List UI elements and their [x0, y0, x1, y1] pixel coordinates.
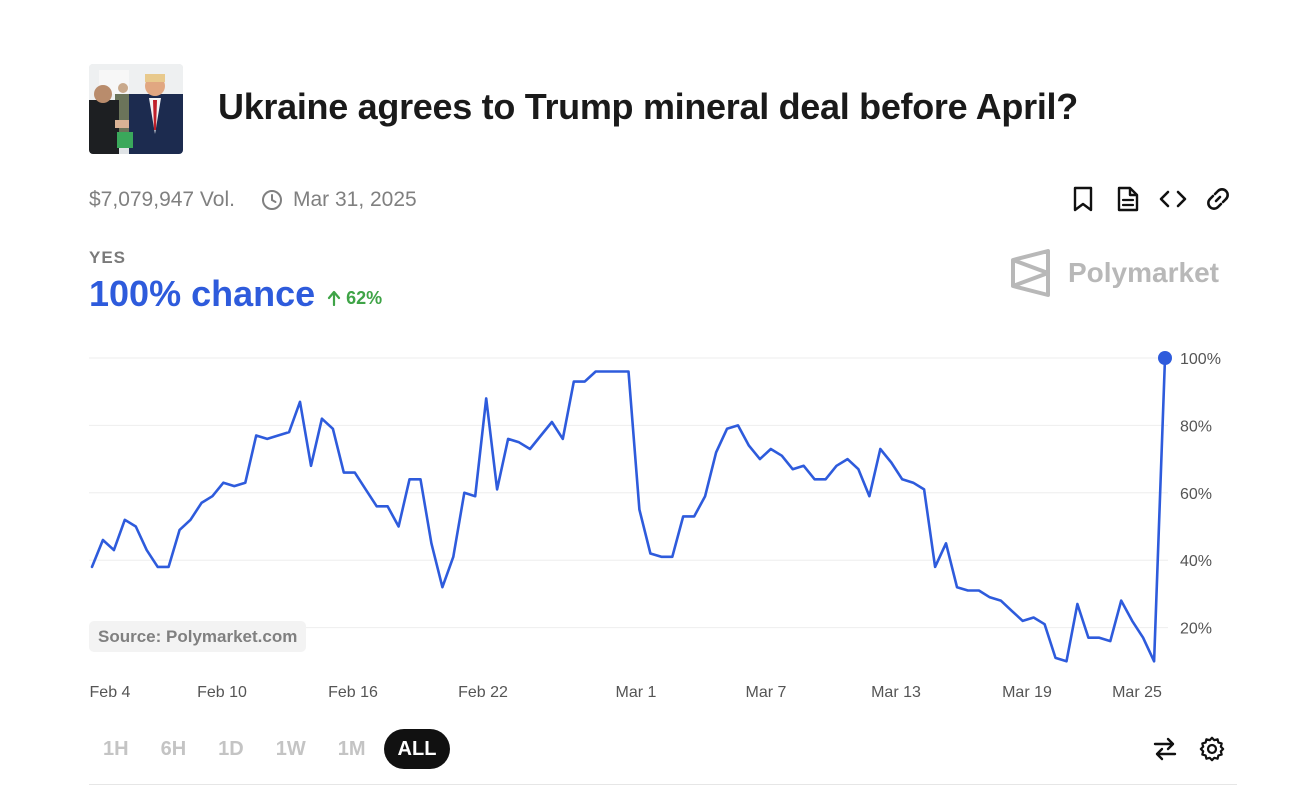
- polymarket-logo-icon: [1011, 249, 1050, 297]
- series-end-marker: [1158, 351, 1172, 365]
- market-actions: [1066, 182, 1235, 216]
- chance-delta: 62%: [327, 288, 382, 309]
- x-tick-label: Feb 22: [458, 684, 508, 701]
- bookmark-icon[interactable]: [1066, 182, 1100, 216]
- market-photo-icon: [89, 64, 183, 154]
- x-tick-label: Feb 10: [197, 684, 247, 701]
- x-tick-label: Feb 16: [328, 684, 378, 701]
- y-tick-label: 100%: [1180, 351, 1221, 368]
- swap-icon[interactable]: [1150, 734, 1180, 764]
- clock-icon: [261, 189, 283, 211]
- delta-value: 62%: [346, 287, 383, 308]
- x-tick-label: Mar 19: [1002, 684, 1052, 701]
- market-thumbnail: [89, 64, 183, 154]
- volume-text: $7,079,947 Vol.: [89, 188, 235, 211]
- source-label: Source: Polymarket.com: [89, 621, 307, 652]
- range-1m-button[interactable]: 1M: [337, 738, 366, 760]
- y-tick-label: 40%: [1180, 553, 1212, 570]
- outcome-label: YES: [89, 248, 127, 267]
- x-tick-label: Mar 7: [746, 684, 787, 701]
- bottom-divider: [89, 784, 1237, 785]
- x-tick-label: Feb 4: [90, 684, 131, 701]
- series-line-yes: [90, 356, 1167, 663]
- market-title: Ukraine agrees to Trump mineral deal bef…: [218, 86, 1078, 127]
- range-1w-button[interactable]: 1W: [275, 738, 306, 760]
- y-tick-label: 60%: [1180, 486, 1212, 503]
- x-tick-label: Mar 13: [871, 684, 921, 701]
- market-meta: $7,079,947 Vol. Mar 31, 2025: [89, 187, 417, 213]
- price-chart: 100% 80% 60% 40% 20% Feb 4 Feb 10 Feb 16 Feb 22…: [89, 351, 1221, 701]
- range-1h-button[interactable]: 1H: [103, 738, 129, 760]
- range-6h-button[interactable]: 6H: [160, 738, 187, 760]
- chance-readout: 100% chance 62%: [89, 273, 382, 315]
- brand-watermark: Polymarket: [1008, 248, 1219, 298]
- document-icon[interactable]: [1111, 182, 1145, 216]
- range-1d-button[interactable]: 1D: [218, 738, 244, 760]
- chance-value: 100% chance: [89, 273, 316, 314]
- y-tick-label: 80%: [1180, 418, 1212, 435]
- time-range-selector: 1H 6H 1D 1W 1M ALL: [89, 729, 454, 769]
- y-tick-label: 20%: [1180, 621, 1212, 638]
- arrow-up-icon: [328, 290, 341, 306]
- settings-gear-icon[interactable]: [1197, 734, 1227, 764]
- x-tick-label: Mar 25: [1112, 684, 1162, 701]
- link-icon[interactable]: [1201, 182, 1235, 216]
- embed-code-icon[interactable]: [1156, 182, 1190, 216]
- x-tick-label: Mar 1: [616, 684, 657, 701]
- range-all-button[interactable]: ALL: [383, 729, 451, 769]
- brand-name: Polymarket: [1068, 257, 1219, 288]
- end-date: Mar 31, 2025: [292, 188, 417, 211]
